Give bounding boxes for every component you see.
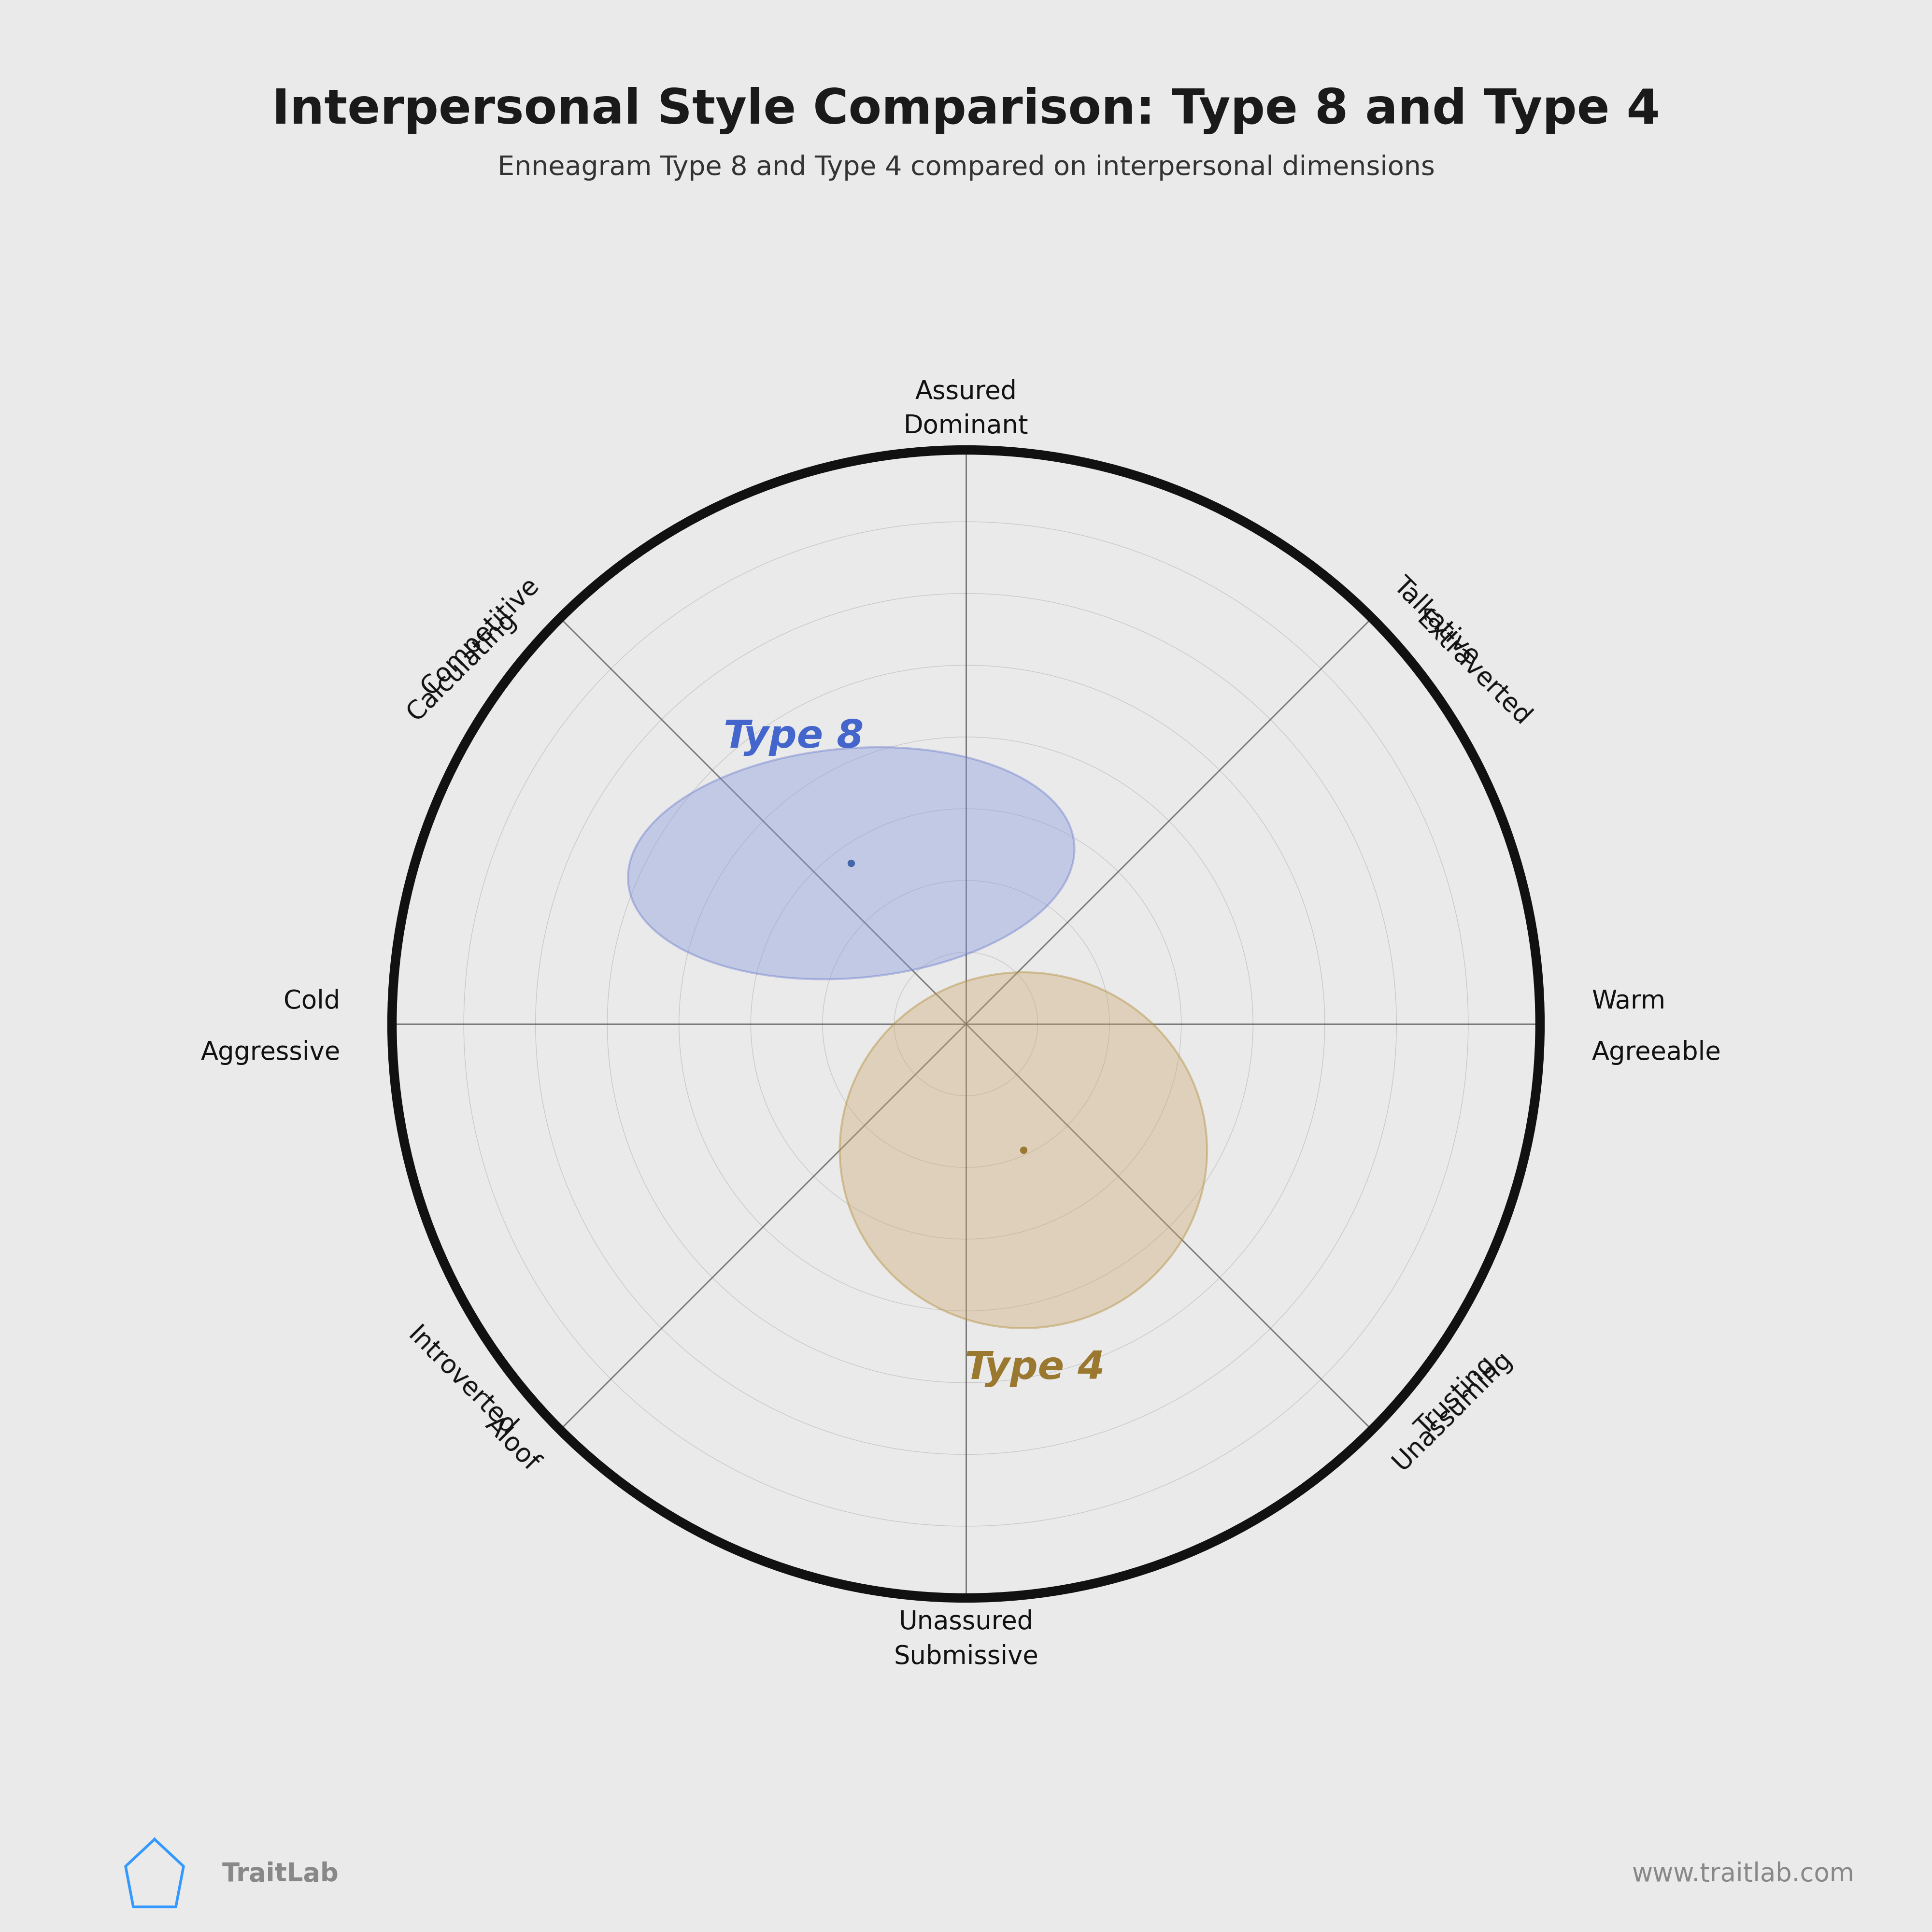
Text: Type 8: Type 8	[724, 719, 864, 755]
Ellipse shape	[628, 748, 1074, 980]
Text: Warm: Warm	[1592, 989, 1665, 1014]
Text: Agreeable: Agreeable	[1592, 1039, 1721, 1065]
Text: Enneagram Type 8 and Type 4 compared on interpersonal dimensions: Enneagram Type 8 and Type 4 compared on …	[497, 155, 1435, 182]
Text: TraitLab: TraitLab	[222, 1862, 338, 1886]
Text: Aggressive: Aggressive	[201, 1039, 340, 1065]
Text: Calculating: Calculating	[402, 607, 522, 726]
Text: Talkative: Talkative	[1387, 572, 1486, 668]
Text: www.traitlab.com: www.traitlab.com	[1633, 1862, 1855, 1886]
Ellipse shape	[840, 972, 1208, 1327]
Text: Competitive: Competitive	[417, 572, 545, 699]
Text: Trusting: Trusting	[1410, 1352, 1501, 1441]
Text: Assured: Assured	[916, 379, 1016, 404]
Text: Unassuming: Unassuming	[1387, 1347, 1517, 1476]
Text: Extraverted: Extraverted	[1410, 607, 1536, 730]
Text: Cold: Cold	[284, 989, 340, 1014]
Text: Unassured: Unassured	[898, 1609, 1034, 1634]
Text: Introverted: Introverted	[402, 1323, 522, 1441]
Text: Aloof: Aloof	[481, 1412, 545, 1476]
Text: Submissive: Submissive	[895, 1644, 1037, 1669]
Text: Type 4: Type 4	[964, 1350, 1105, 1387]
Text: Dominant: Dominant	[904, 413, 1028, 439]
Text: Interpersonal Style Comparison: Type 8 and Type 4: Interpersonal Style Comparison: Type 8 a…	[272, 87, 1660, 135]
